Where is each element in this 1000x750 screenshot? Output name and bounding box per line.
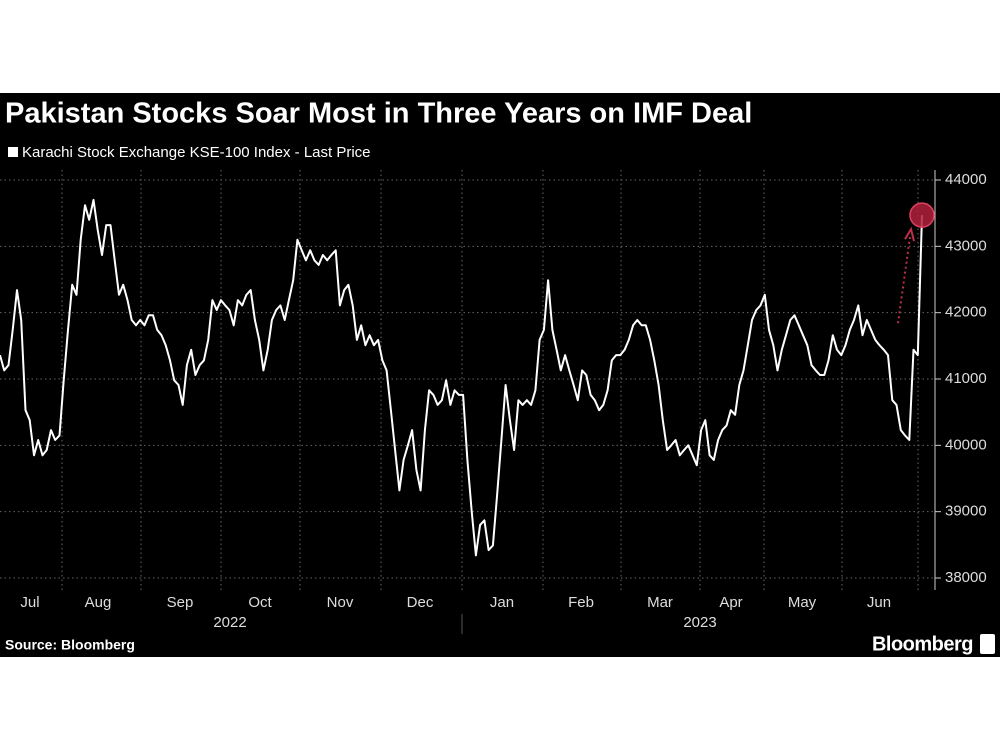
x-tick-label: Aug bbox=[85, 594, 112, 611]
x-tick-label: Oct bbox=[248, 594, 272, 611]
x-tick-label: Dec bbox=[407, 594, 434, 611]
x-tick-label: Jul bbox=[20, 594, 39, 611]
y-tick-label: 43000 bbox=[945, 237, 987, 254]
y-tick-label: 39000 bbox=[945, 503, 987, 520]
y-tick-label: 40000 bbox=[945, 436, 987, 453]
x-tick-label: Nov bbox=[327, 594, 354, 611]
x-tick-label: Apr bbox=[719, 594, 742, 611]
x-tick-label: Mar bbox=[647, 594, 673, 611]
y-tick-label: 38000 bbox=[945, 569, 987, 586]
line bbox=[0, 198, 923, 557]
year-label: 2022 bbox=[213, 614, 246, 631]
legend-label: Karachi Stock Exchange KSE-100 Index - L… bbox=[22, 144, 371, 161]
brand: Bloomberg bbox=[872, 633, 973, 655]
y-tick-label: 42000 bbox=[945, 304, 987, 321]
x-tick-label: Jun bbox=[867, 594, 891, 611]
y-tick-label: 44000 bbox=[945, 171, 987, 188]
y-tick-label: 41000 bbox=[945, 370, 987, 387]
x-tick-label: Feb bbox=[568, 594, 594, 611]
brand-icon bbox=[980, 634, 995, 654]
x-tick-label: Sep bbox=[167, 594, 194, 611]
annotation-arrowhead bbox=[904, 226, 915, 242]
chart-title: Pakistan Stocks Soar Most in Three Years… bbox=[5, 98, 752, 130]
background bbox=[0, 93, 1000, 657]
source: Source: Bloomberg bbox=[5, 637, 135, 653]
x-tick-label: Jan bbox=[490, 594, 514, 611]
legend-swatch bbox=[8, 147, 18, 157]
year-label: 2023 bbox=[683, 614, 716, 631]
highlight-point bbox=[909, 202, 935, 228]
x-tick-label: May bbox=[788, 594, 817, 611]
